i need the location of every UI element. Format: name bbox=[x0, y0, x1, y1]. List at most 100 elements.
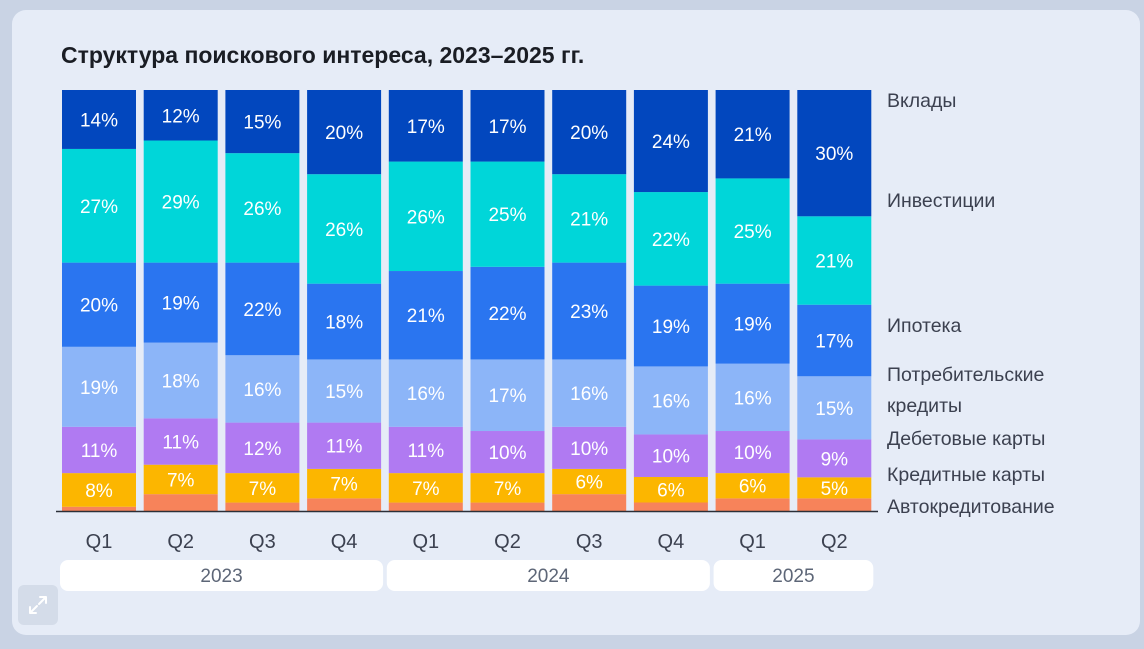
bar-segment bbox=[143, 140, 218, 263]
data-label: 15% bbox=[325, 382, 363, 403]
data-label: 23% bbox=[570, 302, 608, 323]
data-label: 6% bbox=[657, 481, 685, 502]
bar-segment bbox=[225, 473, 300, 503]
data-label: 6% bbox=[575, 473, 603, 494]
bar-segment bbox=[470, 502, 545, 511]
bar-segment bbox=[552, 426, 627, 469]
bar-segment bbox=[307, 359, 382, 423]
data-label: 19% bbox=[80, 378, 118, 399]
expand-icon bbox=[29, 596, 47, 614]
bar-segment bbox=[552, 90, 627, 175]
bar-segment bbox=[388, 161, 463, 272]
bar-segment bbox=[388, 426, 463, 474]
bar-segment bbox=[388, 90, 463, 162]
data-label: 18% bbox=[162, 371, 200, 392]
bar-segment bbox=[470, 90, 545, 162]
data-label: 25% bbox=[734, 222, 772, 243]
data-label: 10% bbox=[652, 447, 690, 468]
bar-segment bbox=[62, 262, 136, 347]
bar-segment bbox=[307, 174, 382, 284]
bar-segment bbox=[225, 90, 300, 154]
legend-label: Вклады bbox=[887, 90, 956, 112]
legend-label: Дебетовые карты bbox=[887, 428, 1045, 450]
bar-segment bbox=[307, 422, 382, 469]
bar-segment bbox=[143, 494, 218, 511]
legend-label: Инвестиции bbox=[887, 190, 995, 212]
data-label: 16% bbox=[734, 388, 772, 409]
bar-segment bbox=[715, 431, 790, 474]
bar-segment bbox=[797, 216, 872, 305]
data-label: 7% bbox=[494, 479, 522, 500]
legend-label: Автокредитование bbox=[887, 496, 1055, 518]
data-label: 16% bbox=[570, 384, 608, 405]
bar-segment bbox=[470, 161, 545, 267]
data-label: 20% bbox=[80, 296, 118, 317]
bar-segment bbox=[307, 90, 382, 175]
data-label: 16% bbox=[407, 384, 445, 405]
bar-segment bbox=[388, 359, 463, 427]
bar-segment bbox=[307, 498, 382, 511]
data-label: 9% bbox=[821, 449, 849, 470]
bar-segment bbox=[633, 90, 708, 193]
bar-segment bbox=[307, 283, 382, 360]
bar-segment bbox=[62, 426, 136, 474]
x-tick-label: Q1 bbox=[86, 531, 113, 553]
data-label: 11% bbox=[407, 441, 444, 462]
bar-segment bbox=[225, 355, 300, 423]
data-label: 16% bbox=[243, 380, 281, 401]
bar-segment bbox=[143, 90, 218, 141]
data-label: 22% bbox=[488, 304, 526, 325]
legend-label: Потребительские bbox=[887, 364, 1044, 386]
legend-label: кредиты bbox=[887, 395, 962, 417]
data-label: 26% bbox=[407, 207, 445, 228]
year-group-pill bbox=[386, 560, 710, 591]
bar-segment bbox=[633, 192, 708, 286]
expand-button[interactable] bbox=[18, 585, 58, 625]
bar-segment bbox=[715, 90, 790, 179]
data-label: 19% bbox=[734, 315, 772, 336]
data-label: 20% bbox=[325, 123, 363, 144]
data-label: 30% bbox=[815, 144, 853, 165]
bar-segment bbox=[797, 498, 872, 511]
data-label: 18% bbox=[325, 313, 363, 334]
data-label: 7% bbox=[330, 475, 358, 496]
data-label: 8% bbox=[85, 481, 113, 502]
x-tick-label: Q3 bbox=[576, 531, 603, 553]
bar-segment bbox=[62, 346, 136, 427]
bar-segment bbox=[633, 366, 708, 435]
data-label: 15% bbox=[815, 399, 853, 420]
bar-segment bbox=[62, 506, 136, 511]
bar-segment bbox=[225, 262, 300, 356]
bar-segment bbox=[715, 283, 790, 364]
data-label: 15% bbox=[243, 113, 281, 134]
legend-label: Ипотека bbox=[887, 315, 962, 337]
bar-segment bbox=[715, 178, 790, 284]
x-tick-label: Q4 bbox=[331, 531, 358, 553]
data-label: 17% bbox=[815, 331, 853, 352]
x-tick-label: Q2 bbox=[821, 531, 848, 553]
bar-segment bbox=[388, 502, 463, 511]
data-label: 16% bbox=[652, 391, 690, 412]
bar-segment bbox=[62, 148, 136, 263]
bar-segment bbox=[797, 90, 872, 217]
bar-segment bbox=[143, 342, 218, 419]
data-label: 5% bbox=[821, 479, 849, 500]
year-group-pill bbox=[713, 560, 874, 591]
bar-segment bbox=[552, 174, 627, 263]
x-tick-label: Q1 bbox=[412, 531, 439, 553]
data-label: 21% bbox=[815, 252, 853, 273]
bar-segment bbox=[470, 431, 545, 474]
bar-segment bbox=[633, 434, 708, 477]
bar-segment bbox=[797, 376, 872, 440]
data-label: 27% bbox=[80, 197, 118, 218]
data-label: 12% bbox=[162, 106, 200, 127]
bar-segment bbox=[143, 418, 218, 465]
year-group-label: 2024 bbox=[527, 566, 570, 587]
x-tick-label: Q4 bbox=[658, 531, 685, 553]
bar-segment bbox=[715, 498, 790, 511]
legend-label: Кредитные карты bbox=[887, 464, 1045, 486]
data-label: 17% bbox=[488, 117, 526, 138]
data-label: 26% bbox=[243, 199, 281, 220]
bar-segment bbox=[797, 477, 872, 499]
